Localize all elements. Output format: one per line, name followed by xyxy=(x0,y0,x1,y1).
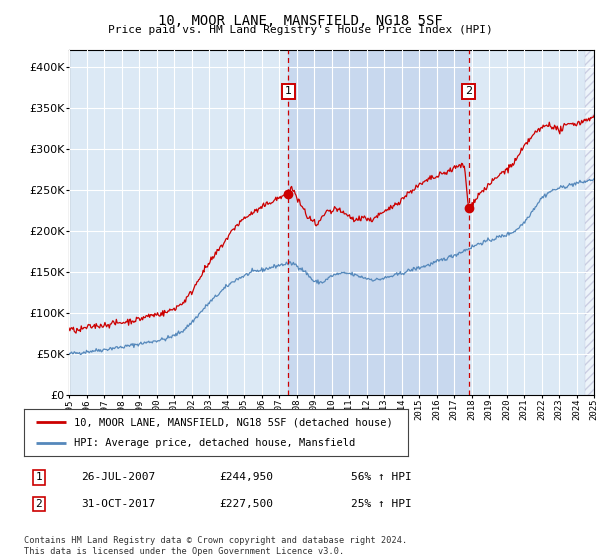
Text: £244,950: £244,950 xyxy=(219,472,273,482)
Text: Price paid vs. HM Land Registry's House Price Index (HPI): Price paid vs. HM Land Registry's House … xyxy=(107,25,493,35)
Bar xyxy=(289,50,469,395)
Text: 2: 2 xyxy=(35,499,43,509)
Text: 1: 1 xyxy=(285,86,292,96)
Text: HPI: Average price, detached house, Mansfield: HPI: Average price, detached house, Mans… xyxy=(74,438,355,448)
Bar xyxy=(585,50,594,395)
Text: 26-JUL-2007: 26-JUL-2007 xyxy=(81,472,155,482)
Text: 25% ↑ HPI: 25% ↑ HPI xyxy=(351,499,412,509)
Text: 10, MOOR LANE, MANSFIELD, NG18 5SF (detached house): 10, MOOR LANE, MANSFIELD, NG18 5SF (deta… xyxy=(74,417,392,427)
Text: 1: 1 xyxy=(35,472,43,482)
Text: £227,500: £227,500 xyxy=(219,499,273,509)
Text: 10, MOOR LANE, MANSFIELD, NG18 5SF: 10, MOOR LANE, MANSFIELD, NG18 5SF xyxy=(158,14,442,28)
Text: 56% ↑ HPI: 56% ↑ HPI xyxy=(351,472,412,482)
Text: Contains HM Land Registry data © Crown copyright and database right 2024.
This d: Contains HM Land Registry data © Crown c… xyxy=(24,536,407,556)
Text: 31-OCT-2017: 31-OCT-2017 xyxy=(81,499,155,509)
Text: 2: 2 xyxy=(465,86,472,96)
